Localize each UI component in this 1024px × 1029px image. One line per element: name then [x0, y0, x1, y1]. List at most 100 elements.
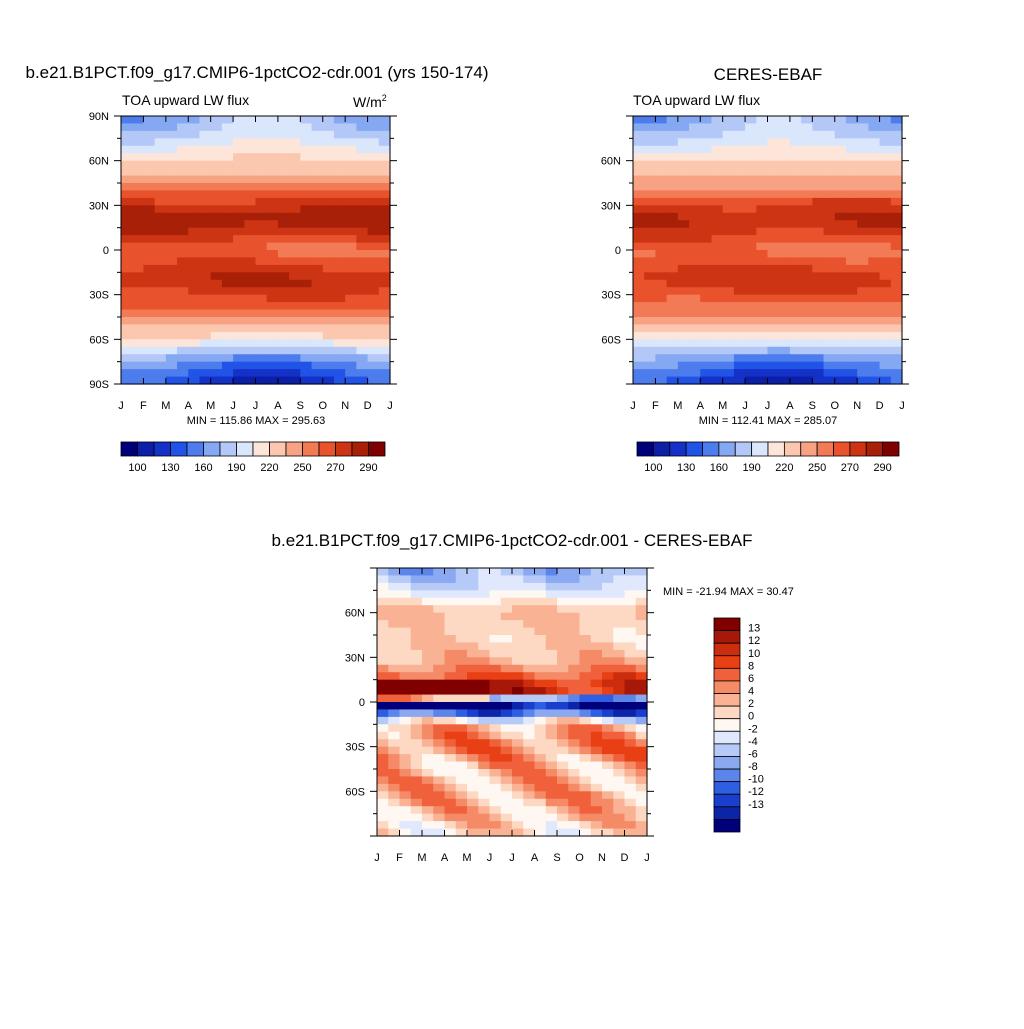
- contour-cell: [345, 317, 357, 326]
- contour-cell: [333, 272, 346, 281]
- colorbar-label: -8: [748, 761, 758, 773]
- contour-cell: [733, 250, 746, 259]
- colorbar-label: -2: [748, 723, 758, 735]
- contour-cell: [289, 138, 301, 147]
- contour-cell: [890, 168, 903, 177]
- contour-cell: [666, 235, 679, 244]
- contour-cell: [165, 183, 178, 192]
- contour-cell: [500, 649, 513, 658]
- contour-cell: [633, 160, 645, 169]
- contour-cell: [879, 346, 892, 355]
- contour-cell: [367, 257, 380, 266]
- contour-cell: [244, 361, 257, 370]
- contour-cell: [644, 168, 657, 177]
- contour-cell: [590, 664, 603, 673]
- contour-cell: [857, 331, 869, 340]
- contour-cell: [154, 264, 167, 273]
- contour-cell: [845, 279, 858, 288]
- contour-cell: [233, 317, 245, 326]
- contour-cell: [756, 168, 769, 177]
- contour-cell: [857, 339, 869, 348]
- contour-cell: [165, 250, 178, 259]
- contour-cell: [345, 242, 357, 251]
- contour-cell: [568, 582, 581, 591]
- contour-cell: [266, 160, 279, 169]
- contour-cell: [467, 813, 479, 822]
- contour-cell: [455, 657, 468, 666]
- contour-cell: [345, 220, 357, 229]
- contour-cell: [444, 679, 457, 688]
- contour-cell: [700, 354, 713, 363]
- contour-cell: [289, 361, 301, 370]
- contour-cell: [356, 279, 369, 288]
- contour-cell: [177, 205, 189, 214]
- contour-cell: [489, 597, 502, 606]
- y-tick-label: 30S: [89, 290, 109, 302]
- contour-cell: [868, 205, 881, 214]
- contour-cell: [745, 287, 757, 296]
- contour-cell: [154, 168, 167, 177]
- contour-cell: [143, 287, 156, 296]
- x-tick-label: D: [364, 400, 372, 412]
- contour-cell: [277, 183, 290, 192]
- contour-cell: [210, 302, 223, 311]
- contour-cell: [132, 317, 145, 326]
- contour-cell: [545, 731, 558, 740]
- contour-cell: [823, 331, 836, 340]
- colorbar-swatch: [713, 756, 741, 770]
- contour-cell: [422, 575, 434, 584]
- contour-cell: [845, 116, 858, 125]
- colorbar-label: 250: [293, 462, 311, 474]
- contour-cell: [388, 649, 401, 658]
- contour-cell: [812, 361, 825, 370]
- contour-cell: [890, 123, 903, 132]
- contour-cell: [845, 361, 858, 370]
- contour-cell: [635, 672, 648, 681]
- contour-cell: [823, 250, 836, 259]
- contour-cell: [455, 754, 468, 763]
- contour-cell: [177, 361, 189, 370]
- contour-cell: [489, 582, 502, 591]
- contour-cell: [590, 754, 603, 763]
- contour-cell: [868, 250, 881, 259]
- y-tick-label: 60S: [345, 786, 365, 798]
- contour-cell: [689, 242, 701, 251]
- contour-cell: [845, 250, 858, 259]
- contour-cell: [857, 183, 869, 192]
- contour-cell: [399, 769, 412, 778]
- contour-cell: [590, 635, 603, 644]
- contour-cell: [801, 346, 813, 355]
- contour-cell: [377, 672, 389, 681]
- contour-cell: [154, 190, 167, 199]
- contour-cell: [722, 145, 735, 154]
- contour-cell: [356, 138, 369, 147]
- contour-cell: [745, 145, 757, 154]
- contour-cell: [633, 130, 645, 139]
- contour-cell: [644, 287, 657, 296]
- contour-cell: [143, 250, 156, 259]
- colorbar-swatch: [718, 441, 736, 457]
- contour-cell: [700, 212, 713, 221]
- contour-cell: [857, 197, 869, 206]
- contour-cell: [333, 369, 346, 378]
- contour-cell: [635, 679, 648, 688]
- contour-cell: [613, 605, 626, 614]
- contour-cell: [377, 709, 389, 718]
- contour-cell: [557, 590, 569, 599]
- contour-cell: [322, 183, 335, 192]
- contour-cell: [568, 605, 581, 614]
- contour-cell: [322, 369, 335, 378]
- contour-cell: [188, 317, 201, 326]
- contour-cell: [700, 287, 713, 296]
- contour-cell: [689, 123, 701, 132]
- contour-cell: [356, 212, 369, 221]
- contour-cell: [221, 272, 234, 281]
- contour-cell: [244, 145, 257, 154]
- contour-cell: [655, 138, 668, 147]
- contour-cell: [399, 575, 412, 584]
- contour-cell: [700, 339, 713, 348]
- contour-cell: [613, 575, 626, 584]
- contour-cell: [857, 287, 869, 296]
- contour-cell: [879, 257, 892, 266]
- contour-cell: [745, 339, 757, 348]
